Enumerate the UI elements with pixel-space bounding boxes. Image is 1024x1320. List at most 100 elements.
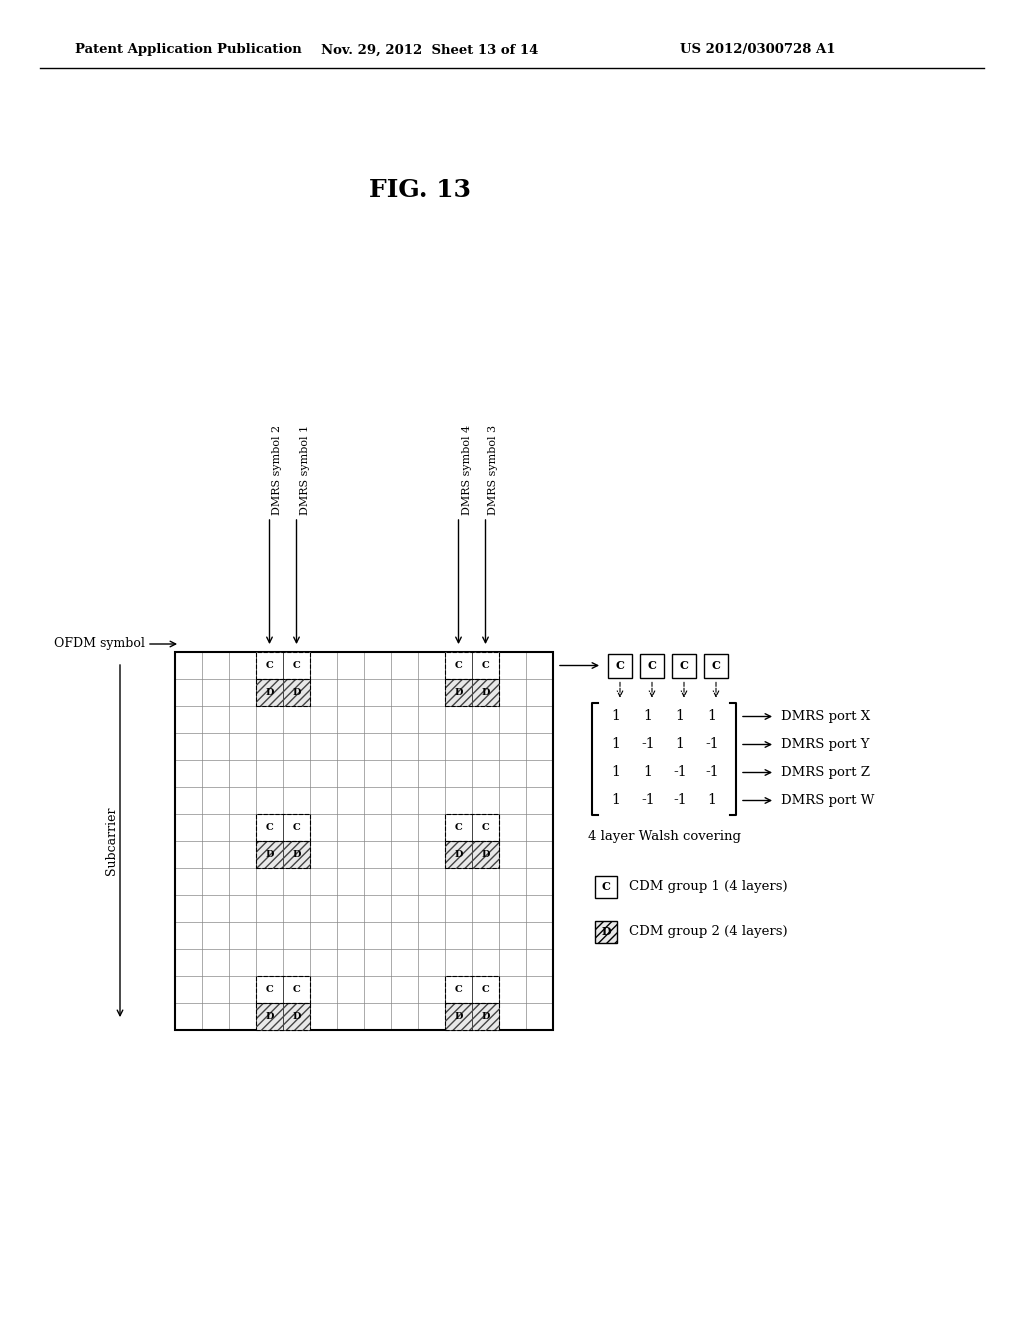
Text: Subcarrier: Subcarrier	[105, 807, 119, 875]
Text: C: C	[265, 985, 273, 994]
Text: C: C	[647, 660, 656, 671]
Text: -1: -1	[641, 793, 654, 808]
Text: Patent Application Publication: Patent Application Publication	[75, 44, 302, 57]
Text: C: C	[293, 822, 300, 832]
Bar	[472, 841, 499, 869]
Text: D: D	[292, 688, 301, 697]
Text: US 2012/0300728 A1: US 2012/0300728 A1	[680, 44, 836, 57]
Bar	[256, 1003, 310, 1030]
Text: DMRS symbol 1: DMRS symbol 1	[299, 425, 309, 515]
Bar	[445, 678, 472, 706]
Text: 1: 1	[611, 766, 621, 780]
Text: 1: 1	[611, 710, 621, 723]
Text: C: C	[455, 985, 463, 994]
Bar	[595, 875, 617, 898]
Text: -1: -1	[673, 766, 687, 780]
Bar	[445, 652, 499, 678]
Bar	[472, 814, 499, 841]
Text: D: D	[481, 688, 489, 697]
Text: 1: 1	[611, 793, 621, 808]
Text: D: D	[455, 850, 463, 859]
Text: C: C	[265, 822, 273, 832]
Bar	[672, 653, 696, 677]
Text: C: C	[601, 880, 610, 892]
Bar	[445, 975, 499, 1003]
Text: C: C	[615, 660, 625, 671]
Text: DMRS symbol 4: DMRS symbol 4	[462, 425, 471, 515]
Text: DMRS port X: DMRS port X	[781, 710, 870, 723]
Text: 1: 1	[643, 710, 652, 723]
Text: DMRS symbol 2: DMRS symbol 2	[272, 425, 283, 515]
Bar	[445, 678, 499, 706]
Text: C: C	[712, 660, 721, 671]
Bar	[445, 975, 472, 1003]
Bar	[472, 652, 499, 678]
Bar	[256, 678, 283, 706]
Text: 1: 1	[676, 738, 684, 751]
Text: C: C	[481, 985, 489, 994]
Text: 1: 1	[708, 710, 717, 723]
Text: Nov. 29, 2012  Sheet 13 of 14: Nov. 29, 2012 Sheet 13 of 14	[322, 44, 539, 57]
Bar	[283, 652, 310, 678]
Bar	[640, 653, 664, 677]
Bar	[256, 841, 283, 869]
Bar	[256, 975, 310, 1003]
Bar	[445, 1003, 472, 1030]
Text: D: D	[265, 1012, 273, 1020]
Text: D: D	[601, 927, 610, 937]
Bar	[283, 975, 310, 1003]
Text: -1: -1	[641, 738, 654, 751]
Text: 4 layer Walsh covering: 4 layer Walsh covering	[588, 830, 740, 843]
Text: DMRS port Z: DMRS port Z	[781, 766, 870, 779]
Bar	[472, 678, 499, 706]
Bar	[472, 975, 499, 1003]
Text: D: D	[292, 850, 301, 859]
Bar	[256, 652, 283, 678]
Text: DMRS port W: DMRS port W	[781, 795, 874, 807]
Text: DMRS port Y: DMRS port Y	[781, 738, 869, 751]
Text: D: D	[265, 688, 273, 697]
Text: C: C	[455, 661, 463, 671]
Bar	[283, 841, 310, 869]
Text: -1: -1	[706, 766, 719, 780]
Bar	[256, 814, 283, 841]
Bar	[445, 1003, 499, 1030]
Text: DMRS symbol 3: DMRS symbol 3	[488, 425, 499, 515]
Bar	[472, 1003, 499, 1030]
Text: C: C	[481, 661, 489, 671]
Text: D: D	[455, 1012, 463, 1020]
Text: C: C	[293, 985, 300, 994]
Bar	[256, 652, 310, 678]
Text: 1: 1	[676, 710, 684, 723]
Bar	[445, 814, 499, 841]
Bar	[256, 975, 283, 1003]
Text: 1: 1	[611, 738, 621, 751]
Text: -1: -1	[706, 738, 719, 751]
Text: CDM group 2 (4 layers): CDM group 2 (4 layers)	[629, 925, 787, 939]
Bar	[705, 653, 728, 677]
Bar	[256, 814, 310, 841]
Text: -1: -1	[673, 793, 687, 808]
Text: CDM group 1 (4 layers): CDM group 1 (4 layers)	[629, 880, 787, 894]
Bar	[445, 814, 472, 841]
Text: D: D	[455, 688, 463, 697]
Text: D: D	[481, 850, 489, 859]
Text: C: C	[293, 661, 300, 671]
Bar	[283, 1003, 310, 1030]
Bar	[256, 841, 310, 869]
Bar	[256, 678, 310, 706]
Text: OFDM symbol: OFDM symbol	[54, 638, 145, 651]
Bar	[445, 841, 472, 869]
Bar	[595, 920, 617, 942]
Text: D: D	[292, 1012, 301, 1020]
Text: C: C	[680, 660, 688, 671]
Bar	[256, 1003, 283, 1030]
Bar	[445, 652, 472, 678]
Text: C: C	[265, 661, 273, 671]
Bar	[175, 652, 553, 1030]
Bar	[283, 814, 310, 841]
Bar	[608, 653, 632, 677]
Text: 1: 1	[643, 766, 652, 780]
Text: 1: 1	[708, 793, 717, 808]
Text: D: D	[265, 850, 273, 859]
